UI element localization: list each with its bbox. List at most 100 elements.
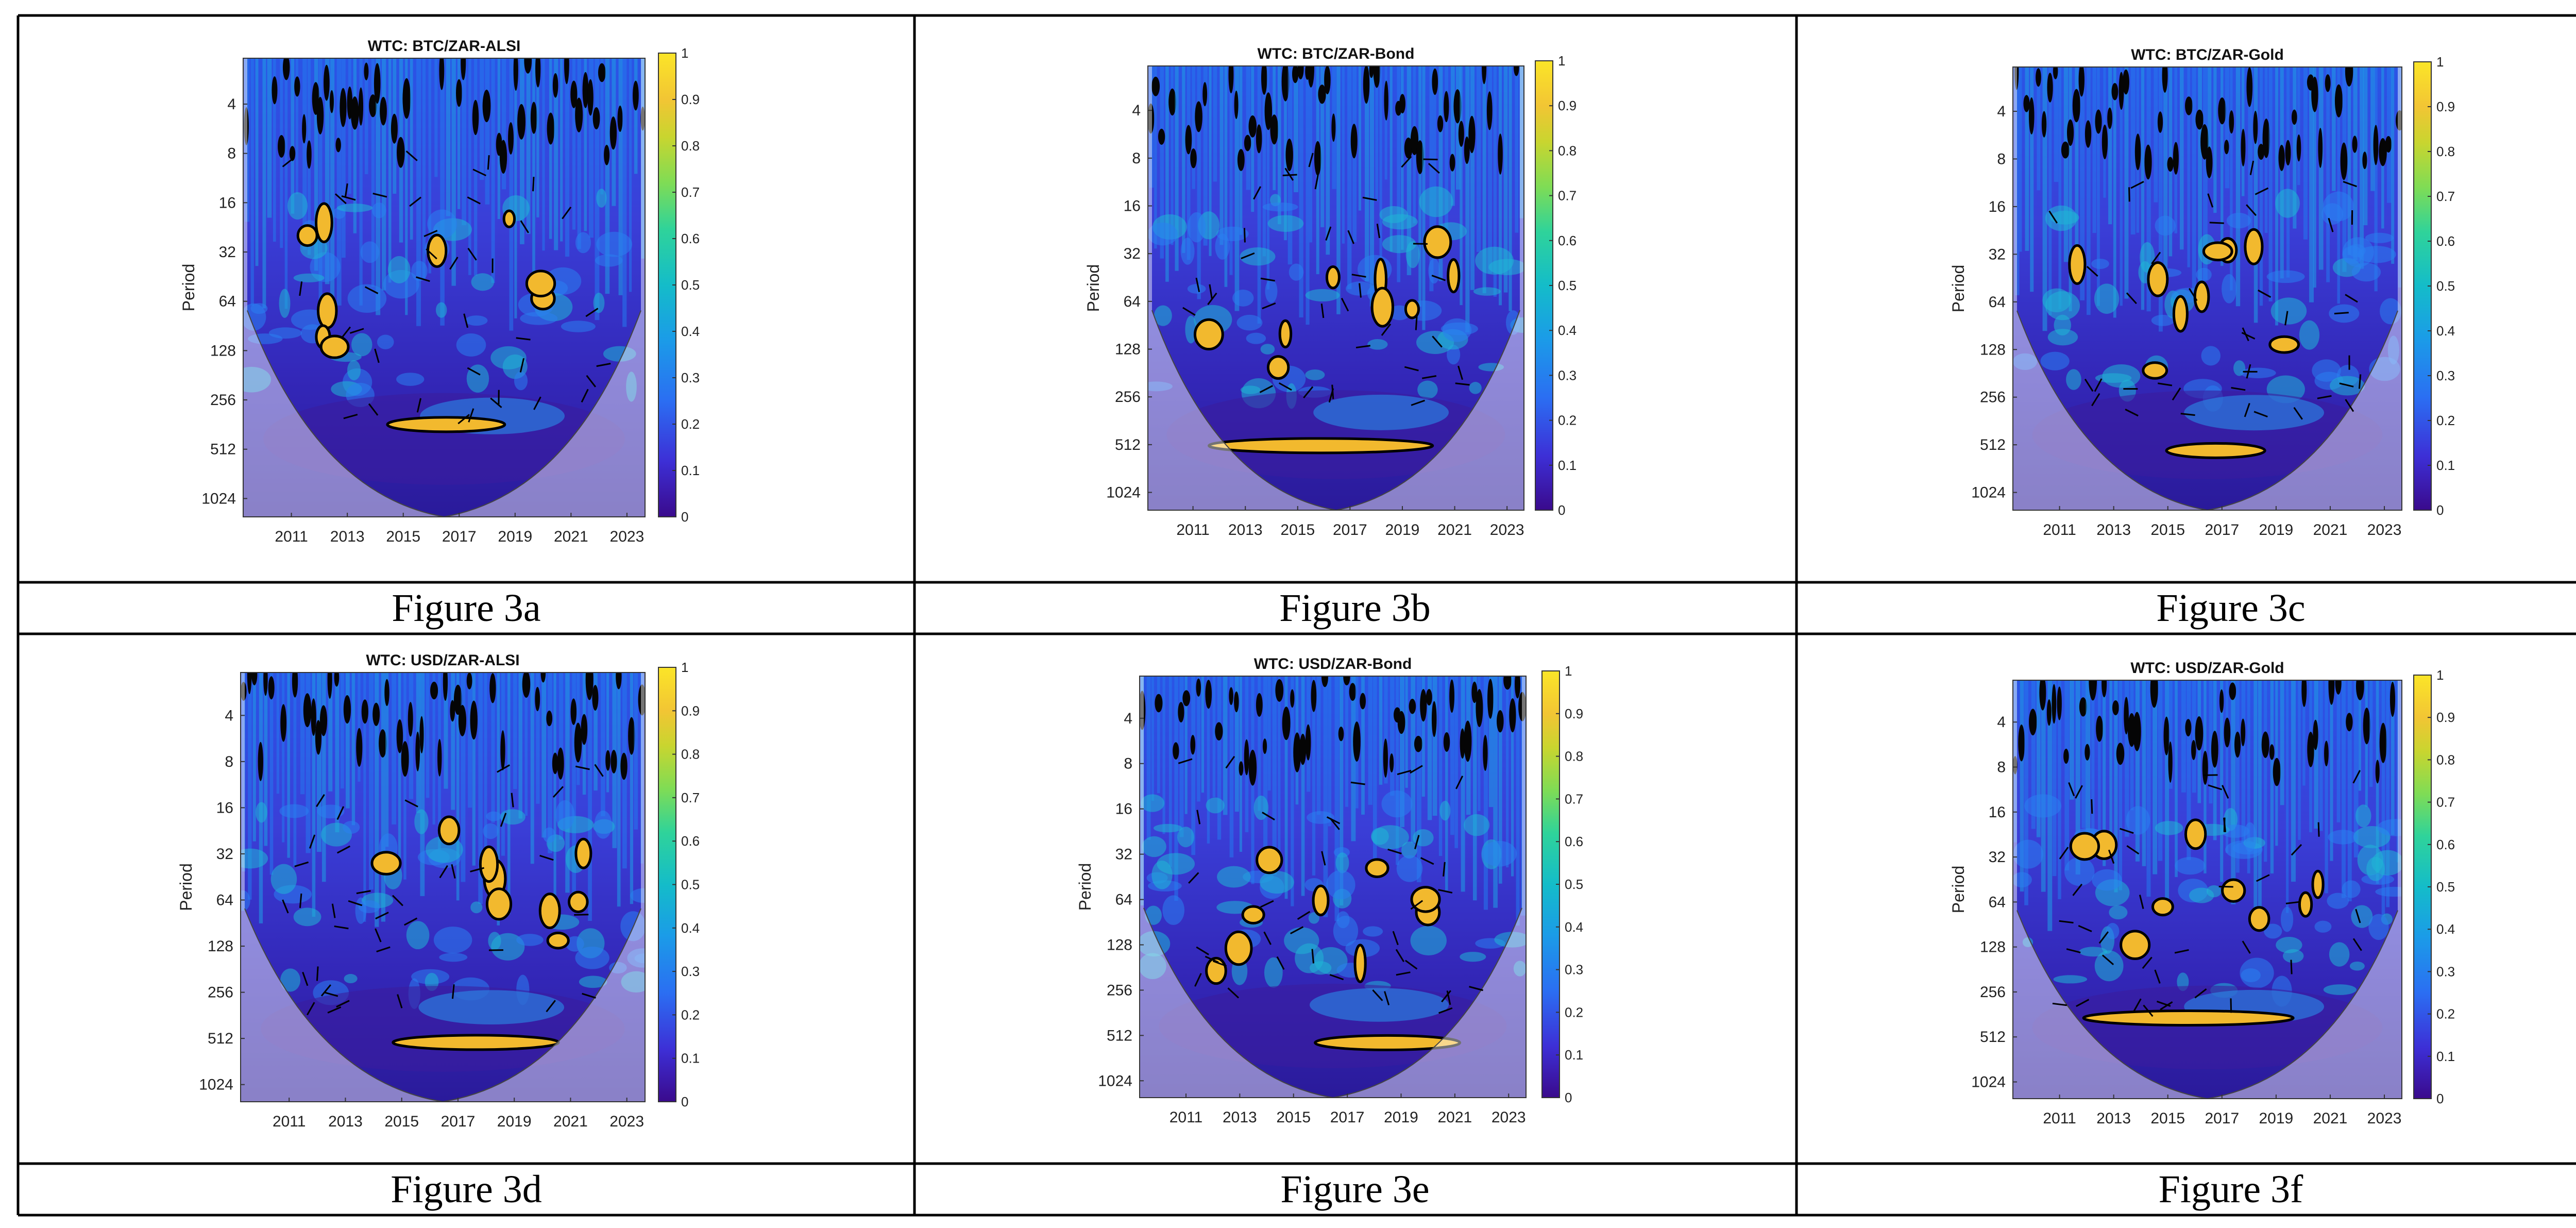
streak [426, 672, 430, 798]
black-contour [1182, 690, 1191, 706]
black-contour [397, 137, 405, 168]
black-contour [605, 750, 611, 771]
black-contour [1270, 114, 1279, 145]
streak [2030, 67, 2034, 292]
cone-of-influence [2013, 680, 2402, 1099]
black-contour [2379, 138, 2387, 166]
wtc-panel-1: WTC: BTC/ZAR-ALSI 2011 2013 2015 2017 2019 202… [179, 38, 700, 630]
black-contour [1338, 727, 1344, 742]
streak [255, 58, 259, 266]
streak [1488, 66, 1492, 274]
colorbar-tick-label: 0.7 [2436, 189, 2455, 204]
black-contour [1487, 679, 1494, 719]
phase-arrow [1284, 167, 1294, 181]
coi-boundary [247, 310, 641, 517]
streak [634, 672, 638, 830]
y-tick-label: 4 [1997, 103, 2006, 120]
phase-arrow [309, 834, 316, 849]
coherence-blob [1513, 961, 1526, 977]
streak [1375, 66, 1379, 201]
phase-arrow [2290, 960, 2293, 974]
significant-region [1447, 258, 1461, 294]
streak [295, 58, 298, 194]
streak [1405, 676, 1408, 788]
black-contour [547, 112, 555, 145]
streak [376, 58, 381, 315]
streak [2213, 67, 2217, 213]
black-contour [472, 99, 479, 136]
streak [1384, 676, 1388, 784]
cone-of-influence [2013, 67, 2402, 510]
black-contour [570, 698, 577, 725]
streak [2291, 680, 2296, 882]
phase-arrow [282, 899, 289, 914]
phase-arrow [2094, 378, 2103, 392]
phase-arrow [1329, 974, 1344, 981]
y-axis-label: Period [1949, 265, 1968, 313]
black-contour [1397, 711, 1405, 734]
phase-arrow [1263, 931, 1272, 945]
axes-frame [2012, 680, 2402, 1099]
significant-region-long [2082, 1009, 2295, 1027]
black-contour [540, 672, 546, 683]
streak [335, 672, 340, 833]
phase-arrow [1376, 223, 1381, 239]
black-contour [609, 116, 617, 150]
colorbar-tick-label: 0.7 [681, 790, 700, 805]
coherence-blob [620, 911, 645, 941]
phase-arrow [1423, 158, 1438, 161]
phase-arrow [520, 220, 529, 233]
phase-arrow [2052, 1002, 2067, 1006]
streak [1406, 66, 1412, 275]
significant-region [2244, 228, 2264, 265]
black-contour [2162, 67, 2168, 93]
colorbar-tick-label: 0.6 [681, 833, 700, 849]
phase-arrow [2126, 292, 2137, 305]
black-contour [1195, 101, 1202, 132]
black-contour [292, 672, 298, 698]
black-contour [241, 682, 247, 701]
black-contour [315, 720, 322, 755]
x-tick-label: 2013 [1228, 522, 1263, 539]
streak [1460, 66, 1463, 306]
colorbar-tick-label: 0.8 [2436, 752, 2455, 767]
y-tick-label: 128 [210, 342, 236, 359]
black-contour [2325, 74, 2331, 92]
coherence-blob [1142, 836, 1166, 857]
y-tick-label: 32 [219, 244, 236, 261]
streak [336, 58, 342, 306]
phase-arrow [2098, 931, 2109, 944]
streak [1334, 676, 1340, 921]
streak [2241, 680, 2246, 843]
phase-arrow [1350, 781, 1365, 785]
streak [1234, 676, 1239, 812]
phase-arrow [1178, 758, 1193, 764]
colorbar-tick-label: 0.7 [2436, 795, 2455, 810]
black-contour [350, 96, 359, 130]
y-axis-label: Period [179, 264, 198, 312]
black-contour [2066, 119, 2074, 146]
y-tick-label: 256 [1980, 984, 2006, 1001]
coherence-blob [1232, 289, 1254, 307]
coherence-blob [1505, 310, 1521, 335]
black-contour [244, 107, 249, 145]
streak [2064, 680, 2069, 871]
colorbar-tick-label: 0.5 [681, 877, 700, 893]
streak [1192, 66, 1195, 189]
black-contour [2046, 699, 2052, 726]
black-contour [2241, 718, 2246, 747]
black-contour [1497, 710, 1504, 733]
black-contour [1205, 680, 1212, 709]
phase-arrow [472, 169, 486, 177]
streak [1309, 66, 1313, 243]
black-contour [307, 140, 312, 169]
x-tick-label: 2019 [1385, 522, 1420, 539]
figure-caption: Figure 3b [1279, 586, 1430, 630]
phase-arrow [586, 375, 597, 388]
streak [1179, 676, 1184, 837]
streak [2319, 680, 2323, 831]
black-contour [369, 94, 377, 117]
coherence-blob [1371, 825, 1409, 850]
black-contour [1314, 141, 1321, 176]
significant-region [2248, 906, 2270, 932]
